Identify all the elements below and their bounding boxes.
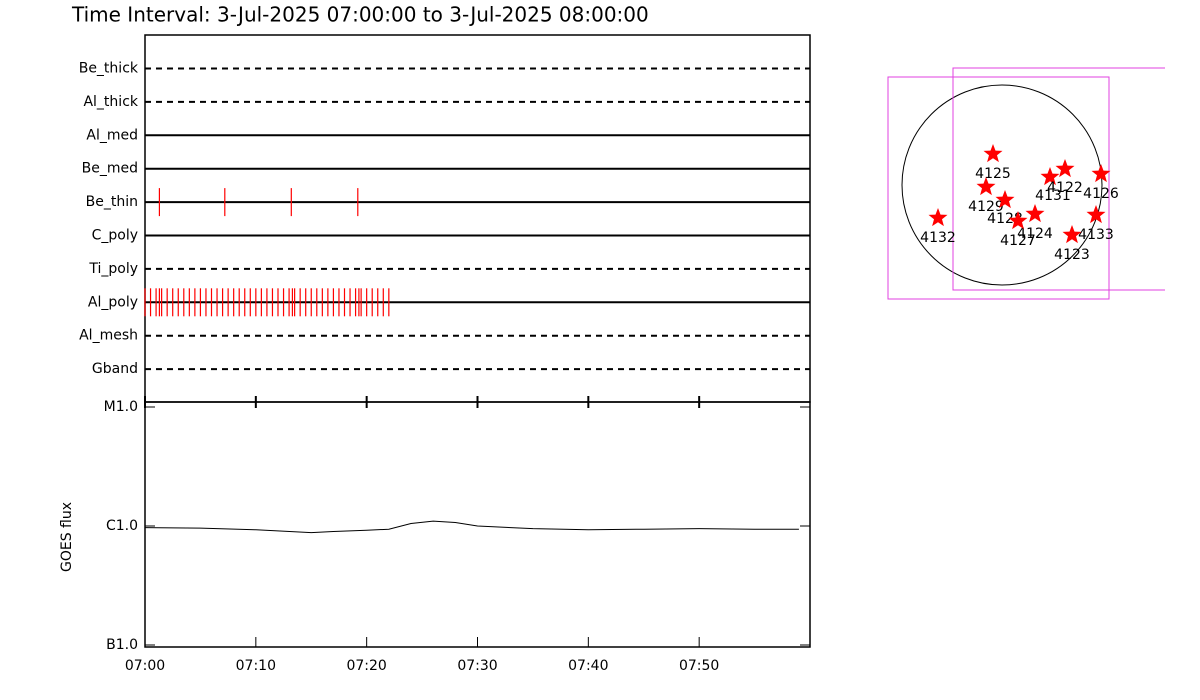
row-label: Al_med bbox=[86, 127, 138, 143]
row-label: Al_thick bbox=[83, 94, 138, 110]
solar-disk bbox=[901, 84, 1103, 286]
x-tick-label: 07:20 bbox=[346, 658, 386, 674]
x-tick-label: 07:00 bbox=[125, 658, 165, 674]
region-star bbox=[995, 190, 1015, 209]
region-star bbox=[983, 144, 1003, 163]
goes-curve bbox=[144, 520, 799, 534]
region-label: 4127 bbox=[1000, 233, 1036, 249]
region-star bbox=[1062, 225, 1082, 244]
chart-title: Time Interval: 3-Jul-2025 07:00:00 to 3-… bbox=[71, 3, 649, 27]
fov-box bbox=[887, 76, 1110, 300]
region-label: 4125 bbox=[975, 166, 1011, 182]
row-label: Be_med bbox=[82, 161, 138, 177]
region-star bbox=[1040, 167, 1060, 186]
row-label: Be_thin bbox=[86, 194, 138, 210]
region-star bbox=[1091, 164, 1111, 183]
region-label: 4132 bbox=[920, 230, 956, 246]
x-tick-label: 07:10 bbox=[236, 658, 276, 674]
y-tick-label: B1.0 bbox=[106, 637, 138, 653]
y-axis-label: GOES flux bbox=[59, 502, 75, 572]
goes-panel bbox=[144, 401, 811, 648]
region-label: 4122 bbox=[1047, 180, 1083, 196]
row-label: Al_mesh bbox=[79, 328, 138, 344]
x-tick-label: 07:40 bbox=[568, 658, 608, 674]
row-label: Be_thick bbox=[79, 61, 139, 77]
y-tick-label: M1.0 bbox=[104, 399, 138, 415]
region-star bbox=[1055, 159, 1075, 178]
y-tick-label: C1.0 bbox=[106, 518, 138, 534]
region-label: 4129 bbox=[968, 199, 1004, 215]
x-tick-label: 07:30 bbox=[457, 658, 497, 674]
region-star bbox=[1008, 211, 1028, 230]
region-star bbox=[1025, 204, 1045, 223]
region-label: 4124 bbox=[1017, 226, 1053, 242]
region-star bbox=[1086, 205, 1106, 224]
row-label: Ti_poly bbox=[88, 261, 138, 277]
region-star bbox=[976, 177, 996, 196]
region-label: 4126 bbox=[1083, 186, 1119, 202]
row-label: Gband bbox=[92, 361, 138, 377]
region-label: 4131 bbox=[1035, 188, 1071, 204]
fov-box bbox=[952, 67, 1165, 291]
x-tick-label: 07:50 bbox=[679, 658, 719, 674]
row-label: Al_poly bbox=[88, 294, 138, 310]
filter-panel bbox=[144, 34, 811, 403]
row-label: C_poly bbox=[92, 228, 138, 244]
region-label: 4133 bbox=[1078, 227, 1114, 243]
region-label: 4123 bbox=[1054, 247, 1090, 263]
region-star bbox=[928, 208, 948, 227]
